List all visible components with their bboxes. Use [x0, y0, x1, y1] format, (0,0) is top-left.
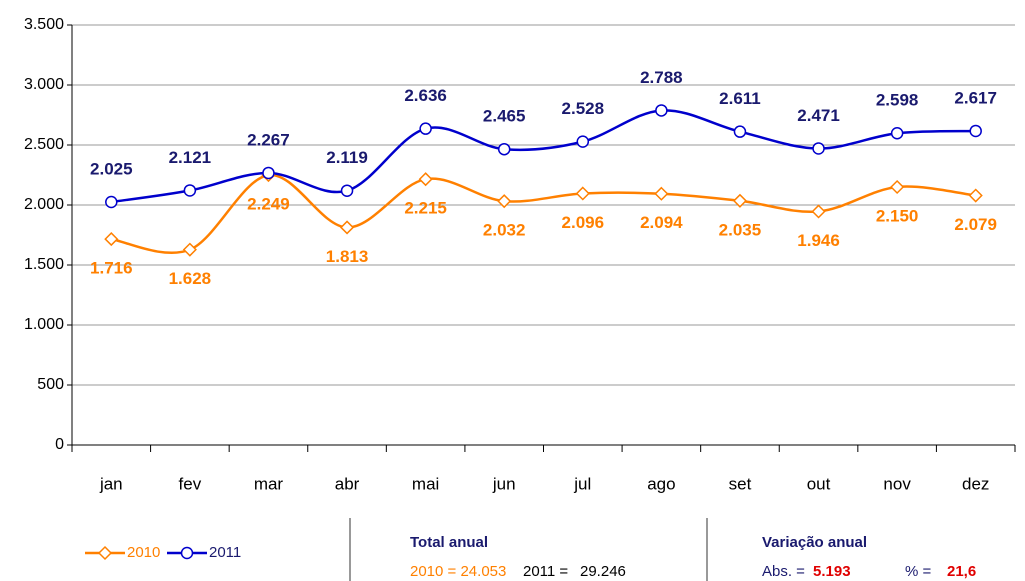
marker: [183, 184, 197, 197]
marker: [497, 142, 511, 156]
x-tick-label: abr: [335, 474, 360, 493]
marker: [576, 135, 590, 148]
marker: [262, 166, 275, 180]
legend-label: 2011: [209, 544, 241, 561]
legend-marker: [180, 546, 194, 560]
data-label: 2.617: [954, 88, 997, 107]
data-label: 2.079: [954, 215, 997, 234]
data-label: 2.121: [169, 148, 212, 167]
series-line: [111, 173, 976, 255]
marker: [105, 195, 118, 209]
variation-title: Variação anual: [762, 534, 867, 551]
pct-label: % =: [905, 563, 932, 580]
marker: [890, 179, 905, 195]
marker: [890, 126, 904, 140]
y-tick-label: 1.000: [24, 316, 64, 333]
marker: [575, 186, 590, 201]
data-label: 2.119: [326, 148, 368, 167]
y-tick-label: 2.000: [24, 196, 64, 213]
y-tick-label: 1.500: [24, 256, 64, 273]
x-tick-label: set: [729, 474, 752, 493]
legend-marker: [97, 545, 113, 561]
data-label: 2.465: [483, 107, 526, 126]
total-title: Total anual: [410, 534, 488, 551]
marker: [812, 142, 825, 155]
data-label: 2.267: [247, 130, 290, 149]
total-2011-value: 29.246: [580, 563, 626, 580]
marker: [732, 193, 748, 208]
x-tick-label: mar: [254, 474, 284, 493]
data-label: 2.035: [719, 220, 762, 239]
data-label: 2.025: [90, 159, 133, 178]
data-label: 2.611: [719, 89, 761, 108]
marker: [733, 125, 747, 138]
marker: [497, 194, 512, 209]
series-line: [111, 109, 976, 204]
data-label: 1.946: [797, 231, 840, 250]
pct-value: 21,6: [947, 563, 976, 580]
total-2010: 2010 = 24.053: [410, 563, 506, 580]
data-label: 2.096: [562, 213, 605, 232]
y-tick-label: 500: [37, 376, 64, 393]
marker: [340, 184, 354, 197]
y-tick-label: 3.500: [24, 16, 64, 33]
x-tick-label: jul: [573, 474, 591, 493]
total-2011-label: 2011 =: [523, 563, 568, 580]
data-label: 1.628: [169, 269, 212, 288]
marker: [968, 188, 983, 203]
marker: [104, 232, 119, 247]
x-tick-label: ago: [647, 474, 675, 493]
marker: [655, 104, 668, 117]
data-label: 2.471: [797, 106, 840, 125]
marker: [182, 242, 197, 257]
abs-label: Abs. =: [762, 563, 805, 580]
y-tick-label: 3.000: [24, 76, 64, 93]
data-label: 2.528: [562, 99, 605, 118]
data-label: 1.813: [326, 247, 369, 266]
data-label: 2.215: [404, 199, 447, 218]
legend-label: 2010: [127, 544, 160, 561]
marker: [969, 124, 982, 138]
x-tick-label: jun: [492, 474, 516, 493]
y-tick-label: 0: [55, 436, 64, 453]
marker: [339, 220, 355, 235]
marker: [418, 172, 433, 187]
data-label: 2.636: [404, 86, 447, 105]
x-tick-label: fev: [179, 474, 202, 493]
x-tick-label: mai: [412, 474, 439, 493]
x-tick-label: dez: [962, 474, 989, 493]
abs-value: 5.193: [813, 563, 851, 580]
data-label: 2.788: [640, 68, 683, 87]
data-label: 2.094: [640, 213, 683, 232]
data-label: 2.150: [876, 206, 919, 225]
x-tick-label: out: [807, 474, 831, 493]
data-label: 2.032: [483, 221, 526, 240]
x-tick-label: nov: [883, 474, 911, 493]
data-label: 1.716: [90, 259, 133, 278]
data-label: 2.249: [247, 195, 290, 214]
data-label: 2.598: [876, 91, 919, 110]
x-tick-label: jan: [99, 474, 123, 493]
marker: [811, 204, 826, 219]
marker: [419, 122, 432, 135]
marker: [654, 186, 669, 201]
y-tick-label: 2.500: [24, 136, 64, 153]
